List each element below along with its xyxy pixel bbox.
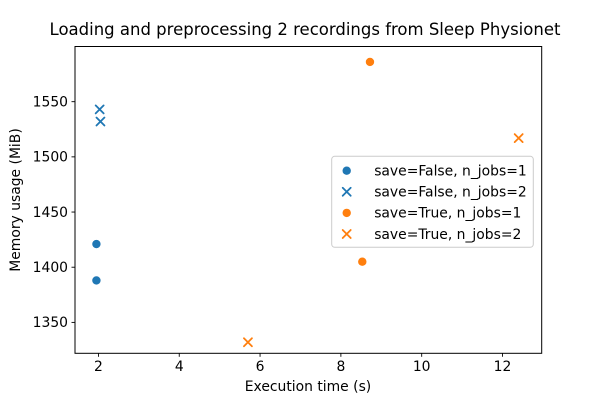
data-point bbox=[243, 337, 253, 348]
data-point bbox=[358, 257, 367, 266]
x-tick-label: 2 bbox=[94, 359, 103, 375]
y-tick-label: 1550 bbox=[33, 94, 68, 110]
x-tick-label: 12 bbox=[494, 359, 512, 375]
y-tick-label: 1400 bbox=[33, 260, 68, 276]
legend-item-label: save=False, n_jobs=1 bbox=[374, 164, 527, 180]
x-axis-ticks: 2 4 6 8 10 12 bbox=[94, 353, 511, 375]
legend-frame bbox=[331, 155, 534, 248]
data-point bbox=[92, 239, 101, 249]
x-axis-label: Execution time (s) bbox=[245, 379, 371, 395]
legend-item-label: save=True, n_jobs=1 bbox=[374, 206, 521, 222]
chart-title: Loading and preprocessing 2 recordings f… bbox=[50, 20, 561, 39]
data-points bbox=[92, 57, 524, 348]
x-tick-label: 4 bbox=[175, 359, 184, 375]
data-point bbox=[94, 104, 105, 115]
legend-marker-x bbox=[341, 186, 352, 197]
x-tick-label: 8 bbox=[336, 359, 345, 375]
y-tick-label: 1500 bbox=[33, 150, 68, 166]
data-point bbox=[92, 276, 101, 285]
y-tick-label: 1350 bbox=[33, 315, 68, 331]
data-point bbox=[95, 116, 106, 127]
legend-item-label: save=False, n_jobs=2 bbox=[374, 185, 527, 201]
legend: save=False, n_jobs=1 save=False, n_jobs=2… bbox=[331, 155, 534, 248]
x-tick-label: 6 bbox=[256, 359, 265, 375]
legend-item-label: save=True, n_jobs=2 bbox=[374, 227, 521, 243]
legend-marker-circle bbox=[342, 166, 351, 175]
y-tick-label: 1450 bbox=[33, 205, 68, 221]
legend-marker-x bbox=[341, 229, 352, 239]
legend-marker-circle bbox=[342, 208, 351, 218]
y-axis-label: Memory usage (MiB) bbox=[8, 128, 24, 271]
y-axis-ticks: 1350 1400 1450 1500 1550 bbox=[33, 94, 75, 331]
plot-area-frame bbox=[74, 46, 543, 354]
data-point bbox=[513, 133, 524, 143]
x-tick-label: 10 bbox=[413, 359, 431, 375]
data-point bbox=[365, 57, 375, 67]
